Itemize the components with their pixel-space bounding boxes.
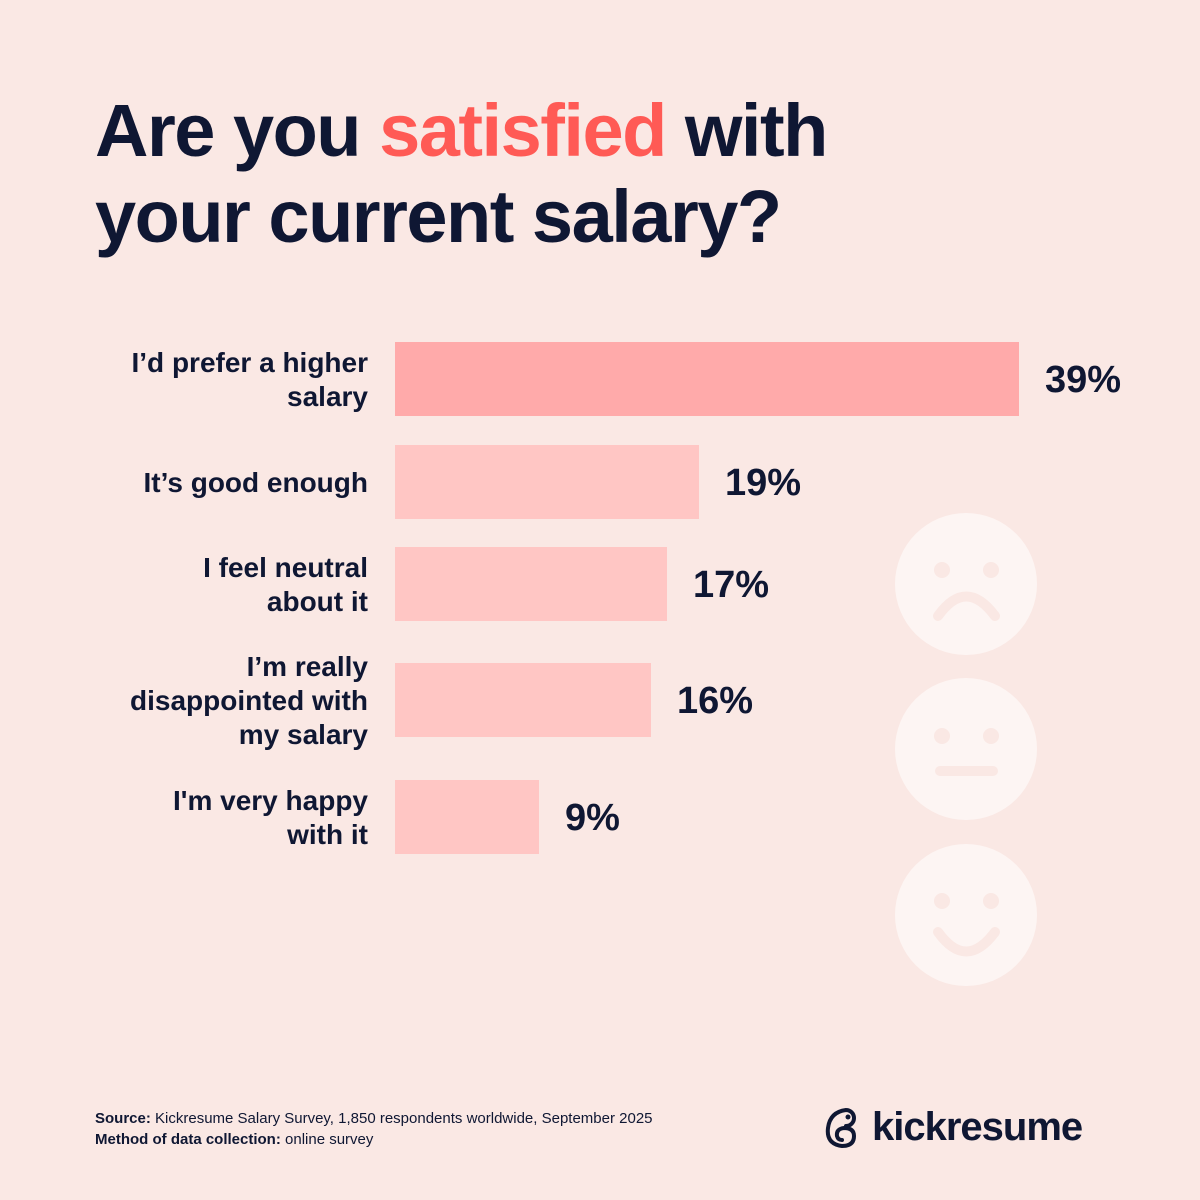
category-label: with it <box>286 819 368 850</box>
chart-title: Are you satisfied with your current salar… <box>95 88 828 260</box>
method-text: online survey <box>280 1131 374 1148</box>
bar <box>395 663 651 737</box>
brand-name: kickresume <box>872 1104 1083 1149</box>
bar <box>395 547 667 621</box>
title-line2: your current salary? <box>95 175 782 258</box>
value-label: 16% <box>677 680 753 722</box>
source-text: Kickresume Salary Survey, 1,850 responde… <box>150 1110 653 1127</box>
category-label: disappointed with <box>130 685 368 716</box>
bar <box>395 780 539 854</box>
bar <box>395 342 1019 416</box>
kickresume-logo-icon <box>825 1108 857 1149</box>
category-label: It’s good enough <box>144 467 368 498</box>
title-highlight: satisfied <box>379 89 667 172</box>
neutral-face-icon <box>895 678 1037 820</box>
source-label: Source: <box>95 1110 151 1127</box>
category-label: I’d prefer a higher <box>132 347 369 378</box>
brand-logo: kickresume <box>820 1104 1083 1150</box>
value-label: 39% <box>1045 359 1121 401</box>
sad-face-icon <box>895 513 1037 655</box>
title-part: Are you <box>95 89 380 172</box>
footer: Source: Kickresume Salary Survey, 1,850 … <box>95 1108 653 1150</box>
category-label: I'm very happy <box>173 785 368 816</box>
value-label: 17% <box>693 564 769 606</box>
title-part: with <box>665 89 828 172</box>
faces <box>895 513 1037 986</box>
category-label: about it <box>267 586 368 617</box>
category-label: I’m really <box>247 651 369 682</box>
category-label: I feel neutral <box>203 552 368 583</box>
category-label: my salary <box>239 719 369 750</box>
value-label: 19% <box>725 462 801 504</box>
value-label: 9% <box>565 797 620 839</box>
happy-face-icon <box>895 844 1037 986</box>
category-label: salary <box>287 381 368 412</box>
method-label: Method of data collection: <box>95 1131 281 1148</box>
bar <box>395 445 699 519</box>
